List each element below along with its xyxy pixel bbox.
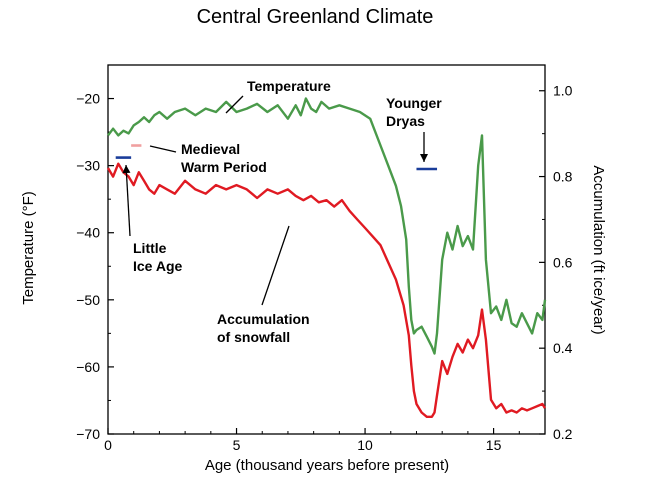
x-axis-title: Age (thousand years before present): [205, 457, 449, 474]
x-tick-label: 5: [233, 437, 241, 453]
medieval-label-line: Medieval: [181, 141, 240, 157]
series-layer: [106, 97, 547, 418]
younger-dryas-label-line: Dryas: [386, 113, 425, 129]
little-ice-age-pointer: [125, 164, 131, 237]
little-ice-age-arrowhead: [122, 165, 131, 174]
plot-frame: [107, 64, 546, 435]
y-tick-label: −70: [76, 426, 100, 442]
accumulation-label: Accumulation of snowfall: [217, 311, 310, 345]
y2-tick-label: 0.2: [553, 426, 573, 442]
accumulation-label-line: Accumulation: [217, 311, 310, 327]
temperature-label-line: Temperature: [247, 78, 331, 94]
chart-title: Central Greenland Climate: [197, 6, 434, 28]
temperature-pointer: [225, 95, 244, 114]
accumulation-series-line: [106, 162, 547, 418]
temperature-label: Temperature: [247, 78, 331, 94]
x-tick-label: 0: [104, 437, 112, 453]
y-tick-label: −30: [76, 158, 100, 174]
medieval-label-line: Warm Period: [181, 159, 267, 175]
period-markers: [115, 144, 438, 171]
y-tick-label: −20: [76, 91, 100, 107]
temperature-series-line: [107, 97, 547, 355]
y2-tick-label: 0.8: [553, 169, 573, 185]
little-ice-age-label: Little Ice Age: [133, 240, 182, 274]
medieval-label: Medieval Warm Period: [181, 141, 267, 175]
little-ice-age-label-line: Little: [133, 240, 167, 256]
y-tick-label: −40: [76, 225, 100, 241]
y2-tick-label: 0.6: [553, 254, 573, 270]
y-axis-title: Temperature (°F): [20, 191, 37, 305]
y2-tick-label: 0.4: [553, 340, 573, 356]
younger-dryas-arrowhead: [420, 154, 428, 162]
y-tick-label: −50: [76, 292, 100, 308]
younger-dryas-label-line: Younger: [386, 95, 442, 111]
y-tick-label: −60: [76, 359, 100, 375]
younger-dryas-label: Younger Dryas: [386, 95, 442, 129]
accumulation-label-line: of snowfall: [217, 329, 290, 345]
plot-border: [107, 64, 546, 435]
medieval-pointer: [149, 145, 177, 153]
annotations: Temperature Medieval Warm Period Younger Dry…: [122, 78, 442, 345]
x-tick-label: 10: [357, 437, 373, 453]
axis-ticks: 0 5 10 15 −20 −30 −40 −50 −60 −70 0.2 0.4 0.6 0.8 1.0: [76, 64, 573, 453]
x-tick-label: 15: [486, 437, 502, 453]
y2-axis-title: Accumulation (ft ice/year): [590, 165, 607, 334]
accumulation-pointer: [261, 225, 290, 306]
little-ice-age-label-line: Ice Age: [133, 258, 182, 274]
y2-tick-label: 1.0: [553, 83, 573, 99]
